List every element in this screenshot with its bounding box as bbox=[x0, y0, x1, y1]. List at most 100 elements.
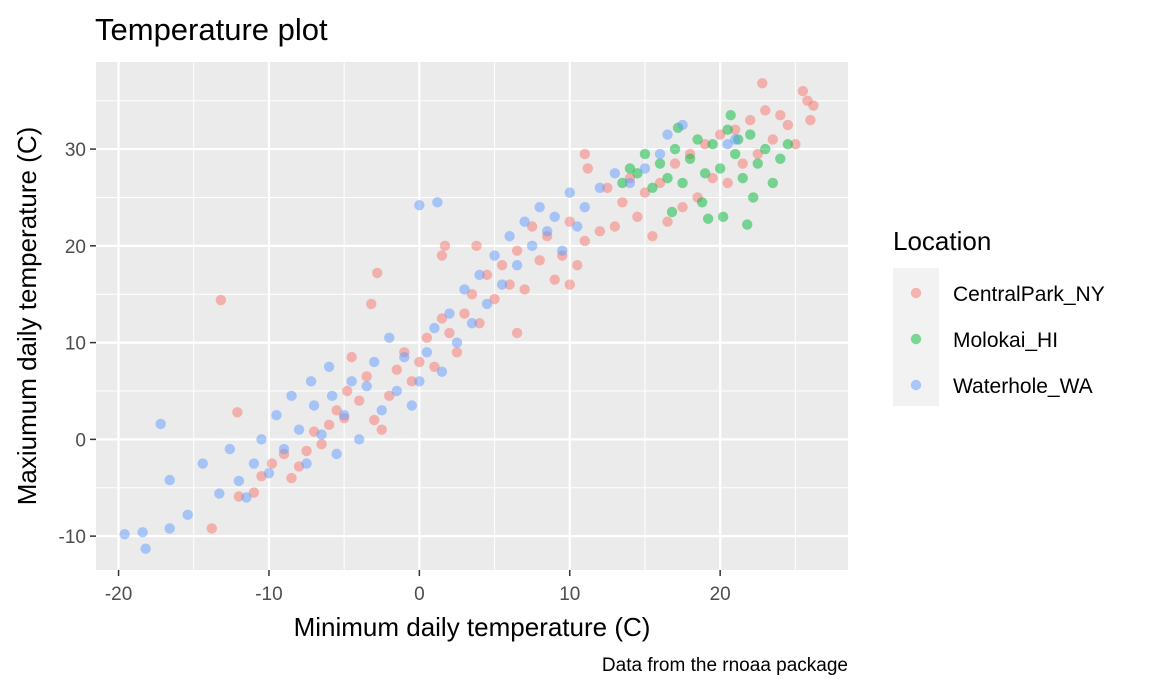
data-point bbox=[737, 158, 748, 169]
data-point bbox=[263, 468, 275, 479]
data-point bbox=[384, 332, 395, 343]
legend-label: CentralPark_NY bbox=[953, 283, 1105, 306]
data-point bbox=[669, 158, 681, 169]
data-point bbox=[372, 267, 383, 279]
data-point bbox=[406, 400, 418, 411]
legend: Location CentralPark_NY Molokai_HI Waterho… bbox=[893, 226, 1105, 406]
y-tick-label: 0 bbox=[75, 430, 86, 451]
data-point bbox=[745, 129, 756, 140]
data-point bbox=[444, 308, 455, 319]
data-point bbox=[471, 240, 482, 252]
data-point bbox=[421, 347, 433, 358]
x-axis-ticks: -20 -10 0 10 20 bbox=[105, 570, 731, 605]
data-point bbox=[564, 216, 575, 227]
data-point bbox=[617, 177, 628, 189]
data-point bbox=[346, 376, 357, 387]
data-point bbox=[707, 172, 718, 184]
data-point bbox=[699, 168, 711, 179]
data-point bbox=[654, 158, 666, 169]
data-point bbox=[286, 390, 297, 402]
data-point bbox=[654, 148, 666, 160]
data-point bbox=[748, 192, 759, 203]
data-point bbox=[782, 119, 794, 131]
data-point bbox=[725, 110, 736, 121]
data-point bbox=[369, 356, 380, 368]
data-point bbox=[119, 528, 130, 540]
data-points bbox=[119, 78, 819, 554]
data-point bbox=[316, 439, 327, 450]
data-point bbox=[436, 366, 448, 377]
plot-panel bbox=[96, 62, 848, 570]
data-point bbox=[436, 250, 448, 261]
data-point bbox=[256, 434, 267, 445]
data-point bbox=[429, 361, 440, 372]
data-point bbox=[248, 487, 260, 498]
data-point bbox=[722, 124, 733, 135]
data-point bbox=[182, 509, 193, 521]
data-point bbox=[730, 134, 741, 145]
data-point bbox=[692, 134, 703, 145]
data-point bbox=[730, 124, 741, 135]
data-point bbox=[391, 385, 402, 397]
data-point bbox=[164, 474, 175, 486]
data-point bbox=[632, 168, 643, 179]
data-point bbox=[439, 240, 451, 252]
data-point bbox=[752, 158, 763, 169]
data-point bbox=[549, 274, 560, 285]
data-point bbox=[714, 129, 726, 140]
data-point bbox=[639, 148, 651, 160]
series-Molokai_HI bbox=[617, 110, 794, 230]
data-point bbox=[730, 148, 741, 160]
x-tick-label: -10 bbox=[255, 584, 282, 605]
data-point bbox=[481, 269, 493, 281]
y-tick-label: -10 bbox=[59, 527, 86, 548]
data-point bbox=[451, 337, 463, 348]
data-point bbox=[354, 395, 365, 406]
data-point bbox=[542, 226, 553, 237]
data-point bbox=[647, 230, 658, 242]
data-point bbox=[760, 105, 771, 116]
data-point bbox=[722, 139, 733, 150]
data-point bbox=[564, 279, 575, 290]
legend-key bbox=[910, 333, 922, 345]
x-tick-label: -20 bbox=[105, 584, 132, 605]
data-point bbox=[609, 221, 621, 232]
data-point bbox=[782, 139, 794, 150]
data-point bbox=[489, 293, 500, 305]
data-point bbox=[534, 201, 545, 213]
data-point bbox=[406, 376, 418, 387]
data-point bbox=[384, 390, 395, 402]
data-point bbox=[808, 100, 819, 111]
data-point bbox=[326, 390, 338, 402]
data-point bbox=[511, 260, 523, 271]
data-point bbox=[662, 216, 673, 227]
data-point bbox=[699, 139, 711, 150]
data-point bbox=[742, 219, 753, 230]
data-point bbox=[752, 148, 763, 160]
data-point bbox=[745, 114, 756, 126]
data-point bbox=[391, 364, 402, 375]
data-point bbox=[341, 385, 353, 397]
data-point bbox=[489, 250, 500, 261]
data-point bbox=[376, 424, 387, 435]
data-point bbox=[316, 429, 327, 440]
data-point bbox=[526, 240, 538, 252]
data-point bbox=[206, 523, 218, 534]
data-point bbox=[602, 182, 613, 193]
data-point bbox=[557, 245, 568, 256]
y-axis-ticks: -10 0 10 20 30 bbox=[59, 140, 96, 548]
data-point bbox=[399, 351, 410, 363]
chart-caption: Data from the rnoaa package bbox=[602, 655, 848, 676]
y-tick-label: 30 bbox=[65, 140, 86, 161]
data-point bbox=[466, 289, 478, 300]
data-point bbox=[579, 201, 590, 213]
data-point bbox=[647, 182, 658, 193]
data-point bbox=[301, 445, 312, 457]
data-point bbox=[662, 172, 673, 184]
data-point bbox=[164, 523, 175, 534]
data-point bbox=[594, 226, 606, 237]
data-point bbox=[369, 414, 380, 426]
data-point bbox=[797, 85, 809, 97]
data-point bbox=[248, 458, 260, 469]
legend-key bbox=[910, 287, 922, 299]
